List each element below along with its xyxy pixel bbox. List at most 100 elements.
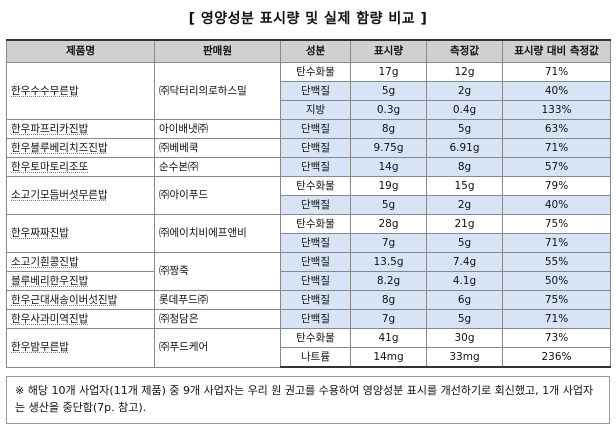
ratio-cell: 40% [502, 81, 611, 101]
product-name: 블루베리한우진밥 [6, 271, 155, 291]
measured-cell: 4.1g [426, 271, 503, 291]
table-row: 블루베리한우진밥 단백질 8.2g 4.1g 50% [6, 271, 611, 291]
table-row: 소고기흰콩진밥 ㈜짱죽 단백질 13.5g 7.4g 55% [6, 252, 611, 291]
measured-cell: 2g [426, 195, 503, 215]
page-title: [ 영양성분 표시량 및 실제 함량 비교 ] [188, 11, 428, 27]
ratio-cell: 236% [502, 347, 611, 368]
nutrient-cell: 탄수화물 [280, 328, 351, 348]
table-row: 단백질 5g 2g 40% [7, 195, 611, 215]
seller-name: ㈜청담은 [154, 309, 281, 329]
product-name: 한우수수무른밥 [6, 62, 155, 120]
table-row: 소고기모듬버섯무른밥 ㈜아이푸드 탄수화물 19g 15g 79% [6, 176, 611, 215]
product-name: 한우토마토리조또 [6, 157, 155, 177]
label-amount-cell: 0.3g [350, 100, 427, 120]
seller-name: ㈜닥터리의로하스밀 [154, 62, 281, 120]
measured-cell: 5g [426, 119, 503, 139]
ratio-cell: 71% [502, 138, 611, 158]
label-amount-cell: 8g [350, 290, 427, 310]
measured-cell: 15g [426, 176, 503, 196]
product-name: 한우짜짜진밥 [6, 214, 155, 253]
product-name: 한우블루베리치즈진밥 [6, 138, 155, 158]
table-row: 한우밤무른밥 ㈜푸드케어 탄수화물 41g 30g 73% [6, 328, 611, 368]
measured-cell: 5g [426, 309, 503, 329]
nutrient-cell: 단백질 [280, 252, 351, 272]
nutrient-cell: 탄수화물 [280, 62, 351, 82]
product-name: 한우밤무른밥 [6, 328, 155, 368]
measured-cell: 21g [426, 214, 503, 234]
nutrient-cell: 탄수화물 [280, 176, 351, 196]
table-header-row: 제품명 판매원 성분 표시량 측정값 표시량 대비 측정값 [6, 39, 611, 63]
ratio-cell: 40% [502, 195, 611, 215]
label-amount-cell: 7g [350, 233, 427, 253]
table-row: 한우짜짜진밥 ㈜에이치비에프앤비 탄수화물 28g 21g 75% [6, 214, 611, 253]
ratio-cell: 75% [502, 290, 611, 310]
seller-name: 순수본㈜ [154, 157, 281, 177]
measured-cell: 8g [426, 157, 503, 177]
table-row: 한우블루베리치즈진밥 ㈜베베쿡 단백질 9.75g 6.91g 71% [6, 138, 611, 158]
ratio-cell: 71% [502, 309, 611, 329]
label-amount-cell: 19g [350, 176, 427, 196]
label-amount-cell: 14g [350, 157, 427, 177]
ratio-cell: 133% [502, 100, 611, 120]
table-row: 한우사과미역진밥 ㈜청담은 단백질 7g 5g 71% [6, 309, 611, 329]
nutrient-cell: 지방 [280, 100, 351, 120]
ratio-cell: 73% [502, 328, 611, 348]
nutrient-cell: 단백질 [280, 233, 351, 253]
ratio-cell: 71% [502, 233, 611, 253]
footnote: ※ 해당 10개 사업자(11개 제품) 중 9개 사업자는 우리 원 권고를 … [6, 376, 610, 424]
ratio-cell: 79% [502, 176, 611, 196]
header-measured: 측정값 [426, 39, 503, 63]
header-seller: 판매원 [154, 39, 281, 63]
label-amount-cell: 5g [350, 81, 427, 101]
header-nutrient: 성분 [280, 39, 351, 63]
label-amount-cell: 17g [350, 62, 427, 82]
nutrient-cell: 단백질 [280, 157, 351, 177]
table-row: 나트륨 14mg 33mg 236% [7, 347, 611, 368]
product-name: 소고기모듬버섯무른밥 [6, 176, 155, 215]
nutrient-cell: 단백질 [280, 138, 351, 158]
seller-name: ㈜아이푸드 [154, 176, 281, 215]
measured-cell: 7.4g [426, 252, 503, 272]
header-label-amount: 표시량 [350, 39, 427, 63]
label-amount-cell: 28g [350, 214, 427, 234]
seller-name: ㈜푸드케어 [154, 328, 281, 368]
measured-cell: 12g [426, 62, 503, 82]
measured-cell: 6g [426, 290, 503, 310]
seller-name: ㈜짱죽 [154, 252, 281, 291]
ratio-cell: 50% [502, 271, 611, 291]
ratio-cell: 55% [502, 252, 611, 272]
label-amount-cell: 13.5g [350, 252, 427, 272]
nutrient-cell: 탄수화물 [280, 214, 351, 234]
label-amount-cell: 8g [350, 119, 427, 139]
ratio-cell: 71% [502, 62, 611, 82]
product-name: 한우근대새송이버섯진밥 [6, 290, 155, 310]
seller-name: 아이배냇㈜ [154, 119, 281, 139]
table-row: 한우토마토리조또 순수본㈜ 단백질 14g 8g 57% [6, 157, 611, 177]
measured-cell: 30g [426, 328, 503, 348]
header-ratio: 표시량 대비 측정값 [502, 39, 611, 63]
table-row: 한우근대새송이버섯진밥 롯데푸드㈜ 단백질 8g 6g 75% [6, 290, 611, 310]
measured-cell: 5g [426, 233, 503, 253]
nutrient-cell: 단백질 [280, 81, 351, 101]
nutrient-cell: 단백질 [280, 195, 351, 215]
label-amount-cell: 5g [350, 195, 427, 215]
nutrition-comparison-table: 제품명 판매원 성분 표시량 측정값 표시량 대비 측정값 한우수수무른밥 ㈜닥터… [6, 39, 611, 368]
ratio-cell: 75% [502, 214, 611, 234]
measured-cell: 2g [426, 81, 503, 101]
label-amount-cell: 14mg [350, 347, 427, 368]
product-name: 소고기흰콩진밥 [6, 252, 155, 272]
nutrient-cell: 단백질 [280, 271, 351, 291]
header-product: 제품명 [6, 39, 155, 63]
label-amount-cell: 7g [350, 309, 427, 329]
product-name: 한우사과미역진밥 [6, 309, 155, 329]
table-row: 한우파프리카진밥 아이배냇㈜ 단백질 8g 5g 63% [6, 119, 611, 139]
ratio-cell: 63% [502, 119, 611, 139]
seller-name: ㈜베베쿡 [154, 138, 281, 158]
table-body: 한우수수무른밥 ㈜닥터리의로하스밀 탄수화물 17g 12g 71% 단백질 5g 2g 40% 지… [6, 62, 611, 368]
seller-name: ㈜에이치비에프앤비 [154, 214, 281, 253]
seller-name: 롯데푸드㈜ [154, 290, 281, 310]
nutrient-cell: 나트륨 [280, 347, 351, 368]
label-amount-cell: 9.75g [350, 138, 427, 158]
ratio-cell: 57% [502, 157, 611, 177]
product-name: 한우파프리카진밥 [6, 119, 155, 139]
